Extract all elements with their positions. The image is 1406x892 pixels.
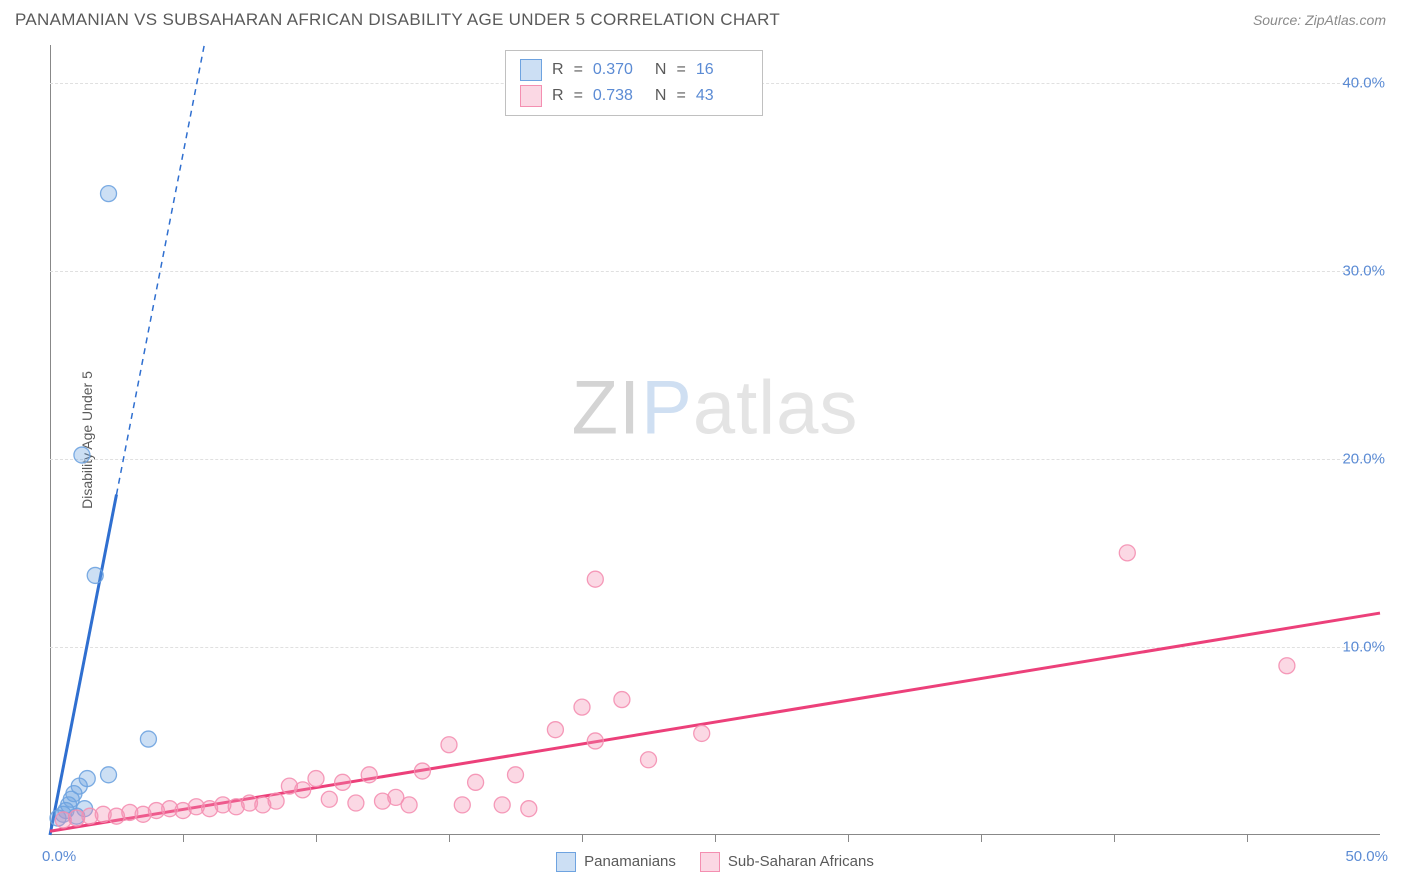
n-label: N — [655, 61, 667, 79]
r-value: 0.370 — [593, 61, 645, 79]
source-attribution: Source: ZipAtlas.com — [1253, 12, 1386, 28]
eq-label: = — [574, 87, 583, 105]
swatch-icon — [700, 852, 720, 872]
x-tick — [316, 835, 317, 842]
swatch-icon — [520, 85, 542, 107]
n-value: 16 — [696, 61, 748, 79]
x-tick — [449, 835, 450, 842]
stats-row-panamanian: R = 0.370 N = 16 — [520, 57, 748, 83]
chart-area: Disability Age Under 5 10.0%20.0%30.0%40… — [50, 45, 1380, 835]
x-tick-label: 50.0% — [1345, 848, 1388, 865]
x-tick — [848, 835, 849, 842]
n-value: 43 — [696, 87, 748, 105]
eq-label: = — [574, 61, 583, 79]
x-tick — [582, 835, 583, 842]
stats-row-subsaharan: R = 0.738 N = 43 — [520, 83, 748, 109]
swatch-icon — [556, 852, 576, 872]
r-label: R — [552, 61, 564, 79]
eq-label: = — [676, 61, 685, 79]
x-tick — [1114, 835, 1115, 842]
r-label: R — [552, 87, 564, 105]
eq-label: = — [676, 87, 685, 105]
x-tick — [715, 835, 716, 842]
x-tick — [981, 835, 982, 842]
legend-label: Sub-Saharan Africans — [728, 853, 874, 870]
x-tick — [1247, 835, 1248, 842]
scatter-plot-svg — [50, 45, 1380, 835]
legend-item-panamanian: Panamanians — [556, 852, 676, 872]
legend-item-subsaharan: Sub-Saharan Africans — [700, 852, 874, 872]
x-tick-label: 0.0% — [42, 848, 76, 865]
n-label: N — [655, 87, 667, 105]
stats-legend: R = 0.370 N = 16 R = 0.738 N = 43 — [505, 50, 763, 116]
swatch-icon — [520, 59, 542, 81]
series-legend: Panamanians Sub-Saharan Africans — [50, 852, 1380, 872]
x-tick — [183, 835, 184, 842]
chart-title: PANAMANIAN VS SUBSAHARAN AFRICAN DISABIL… — [15, 10, 780, 30]
r-value: 0.738 — [593, 87, 645, 105]
legend-label: Panamanians — [584, 853, 676, 870]
